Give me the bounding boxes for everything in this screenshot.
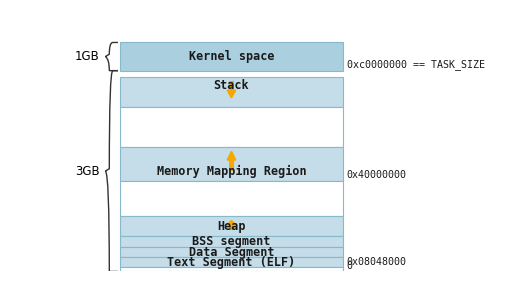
Text: Heap: Heap bbox=[217, 220, 245, 233]
Text: Data Segment: Data Segment bbox=[189, 246, 274, 259]
Bar bbox=[120, 147, 343, 181]
Bar bbox=[120, 247, 343, 257]
Polygon shape bbox=[227, 221, 236, 225]
Bar bbox=[229, 225, 234, 230]
Text: Kernel space: Kernel space bbox=[189, 50, 274, 63]
Bar bbox=[229, 160, 234, 171]
Text: Stack: Stack bbox=[214, 79, 249, 92]
Text: 0: 0 bbox=[347, 261, 353, 271]
Text: Memory Mapping Region: Memory Mapping Region bbox=[157, 164, 306, 178]
Bar bbox=[120, 42, 343, 71]
Bar bbox=[229, 81, 234, 90]
Bar bbox=[120, 257, 343, 267]
Bar bbox=[120, 181, 343, 216]
Text: BSS segment: BSS segment bbox=[192, 235, 271, 248]
Text: Text Segment (ELF): Text Segment (ELF) bbox=[167, 256, 295, 269]
Bar bbox=[120, 236, 343, 247]
Text: 1GB: 1GB bbox=[75, 50, 99, 63]
Bar bbox=[120, 77, 343, 107]
Polygon shape bbox=[227, 151, 236, 160]
Text: 3GB: 3GB bbox=[75, 165, 99, 178]
Text: 0xc0000000 == TASK_SIZE: 0xc0000000 == TASK_SIZE bbox=[347, 59, 485, 70]
Text: 0x40000000: 0x40000000 bbox=[347, 170, 407, 180]
Bar bbox=[120, 216, 343, 236]
Bar bbox=[120, 107, 343, 147]
Bar bbox=[120, 267, 343, 271]
Polygon shape bbox=[227, 90, 236, 98]
Text: 0x08048000: 0x08048000 bbox=[347, 257, 407, 267]
